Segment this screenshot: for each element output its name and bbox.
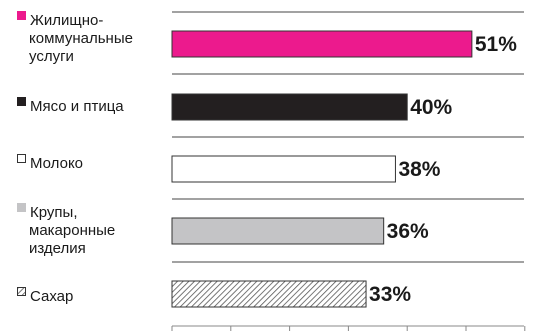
value-label-2: 38% xyxy=(398,158,440,181)
value-label-4: 33% xyxy=(369,283,411,306)
category-label-2: Молоко xyxy=(30,155,83,172)
category-labels: Жилищно-коммунальные услуги Мясо и птица Мо… xyxy=(17,11,133,305)
value-labels: 51% 40% 38% 36% 33% xyxy=(369,33,517,306)
category-label-3: Крупы, макаронные изделия xyxy=(29,204,115,257)
category-label-0: Жилищно-коммунальные услуги xyxy=(29,12,133,65)
legend-marker-1 xyxy=(17,97,26,106)
x-axis xyxy=(171,325,526,331)
legend-marker-2 xyxy=(17,154,26,163)
category-label-1: Мясо и птица xyxy=(30,98,124,115)
bar-1 xyxy=(171,93,408,121)
legend-marker-3 xyxy=(17,203,26,212)
legend-marker-0 xyxy=(17,11,26,20)
bars xyxy=(171,30,473,308)
bar-0 xyxy=(171,30,473,58)
value-label-0: 51% xyxy=(475,33,517,56)
legend-marker-4 xyxy=(17,287,26,296)
value-label-3: 36% xyxy=(387,220,429,243)
separator-lines xyxy=(172,11,524,263)
bar-4 xyxy=(171,280,367,308)
bar-2 xyxy=(171,155,396,183)
category-label-4: Сахар xyxy=(30,288,73,305)
bar-3 xyxy=(171,217,385,245)
value-label-1: 40% xyxy=(410,96,452,119)
